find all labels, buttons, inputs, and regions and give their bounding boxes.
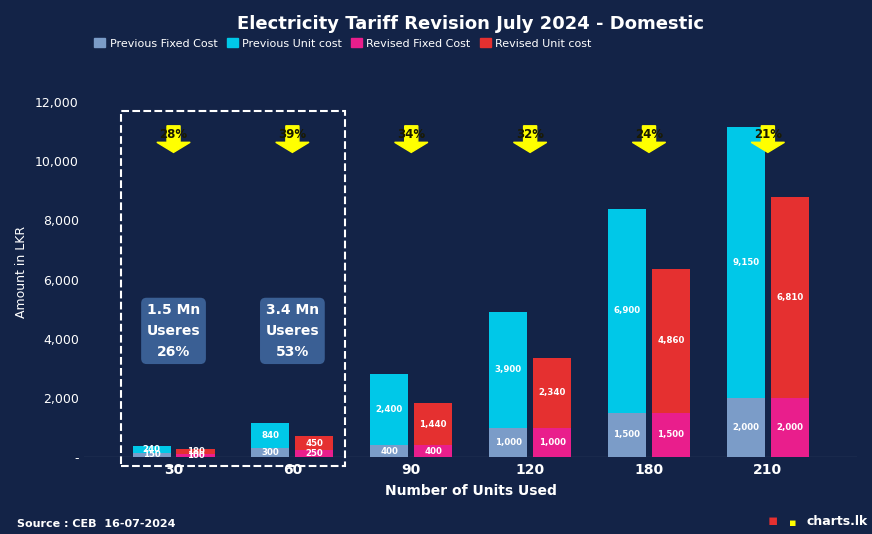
Bar bbox=[652, 413, 690, 457]
Bar bbox=[608, 209, 646, 413]
Bar bbox=[371, 445, 408, 457]
Text: 840: 840 bbox=[262, 431, 279, 441]
Y-axis label: Amount in LKR: Amount in LKR bbox=[15, 226, 28, 318]
Text: Source : CEB  16-07-2024: Source : CEB 16-07-2024 bbox=[17, 519, 176, 529]
Text: 2,340: 2,340 bbox=[538, 388, 566, 397]
Text: 1,500: 1,500 bbox=[657, 430, 685, 439]
Text: 400: 400 bbox=[425, 447, 442, 456]
Text: charts.lk: charts.lk bbox=[807, 515, 868, 528]
Bar bbox=[652, 269, 690, 413]
Bar bbox=[533, 358, 571, 428]
Bar bbox=[727, 127, 765, 398]
Bar bbox=[414, 403, 453, 445]
Polygon shape bbox=[276, 126, 309, 152]
Bar bbox=[727, 398, 765, 457]
Text: 1,440: 1,440 bbox=[419, 420, 447, 428]
Text: 100: 100 bbox=[187, 451, 204, 460]
Text: 1,500: 1,500 bbox=[614, 430, 641, 439]
Bar bbox=[296, 450, 333, 457]
Bar bbox=[489, 312, 528, 428]
X-axis label: Number of Units Used: Number of Units Used bbox=[385, 484, 556, 498]
Bar bbox=[608, 413, 646, 457]
Text: 3.4 Mn
Useres
53%: 3.4 Mn Useres 53% bbox=[266, 303, 319, 358]
Text: 2,000: 2,000 bbox=[776, 423, 803, 432]
Polygon shape bbox=[751, 126, 785, 152]
Text: 250: 250 bbox=[305, 449, 324, 458]
Text: 1.5 Mn
Useres
26%: 1.5 Mn Useres 26% bbox=[146, 303, 201, 358]
Polygon shape bbox=[514, 126, 547, 152]
Bar bbox=[414, 445, 453, 457]
Text: 180: 180 bbox=[187, 447, 204, 456]
Text: 1,000: 1,000 bbox=[494, 438, 521, 447]
Text: 300: 300 bbox=[262, 448, 279, 457]
Bar bbox=[251, 423, 290, 448]
Text: 9,150: 9,150 bbox=[732, 258, 760, 267]
Text: 34%: 34% bbox=[397, 128, 426, 142]
Polygon shape bbox=[632, 126, 665, 152]
Text: 6,900: 6,900 bbox=[613, 306, 641, 315]
Bar bbox=[371, 374, 408, 445]
Text: 32%: 32% bbox=[516, 128, 544, 142]
Text: 21%: 21% bbox=[754, 128, 782, 142]
Bar bbox=[489, 428, 528, 457]
Text: 24%: 24% bbox=[635, 128, 663, 142]
Text: 6,810: 6,810 bbox=[776, 293, 803, 302]
Text: ▪: ▪ bbox=[767, 513, 778, 528]
Text: 39%: 39% bbox=[278, 128, 306, 142]
Text: 240: 240 bbox=[142, 445, 160, 454]
Bar bbox=[133, 453, 171, 457]
Polygon shape bbox=[157, 126, 190, 152]
Title: Electricity Tariff Revision July 2024 - Domestic: Electricity Tariff Revision July 2024 - … bbox=[237, 15, 705, 33]
Text: 28%: 28% bbox=[160, 128, 187, 142]
Text: 3,900: 3,900 bbox=[494, 365, 521, 374]
Bar bbox=[120, 111, 345, 466]
Text: 450: 450 bbox=[305, 438, 324, 447]
Text: ▪: ▪ bbox=[789, 517, 797, 528]
Text: 2,000: 2,000 bbox=[732, 423, 760, 432]
Legend: Previous Fixed Cost, Previous Unit cost, Revised Fixed Cost, Revised Unit cost: Previous Fixed Cost, Previous Unit cost,… bbox=[90, 34, 596, 53]
Text: 4,860: 4,860 bbox=[657, 336, 685, 345]
Text: 1,000: 1,000 bbox=[539, 438, 566, 447]
Text: 2,400: 2,400 bbox=[376, 405, 403, 414]
Bar bbox=[771, 398, 809, 457]
Bar bbox=[176, 449, 215, 454]
Bar bbox=[176, 454, 215, 457]
Text: 400: 400 bbox=[380, 447, 399, 456]
Bar bbox=[133, 445, 171, 453]
Bar bbox=[771, 197, 809, 398]
Bar bbox=[251, 448, 290, 457]
Polygon shape bbox=[395, 126, 428, 152]
Text: 150: 150 bbox=[143, 450, 160, 459]
Bar bbox=[296, 436, 333, 450]
Bar bbox=[533, 428, 571, 457]
